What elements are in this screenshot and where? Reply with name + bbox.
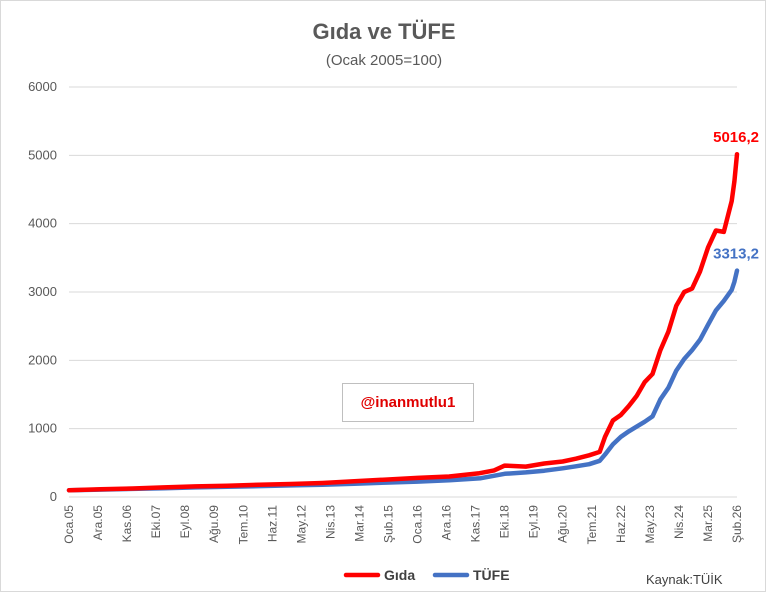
x-tick-label: Oca.05 — [62, 505, 76, 544]
x-tick-label: Ara.05 — [91, 505, 105, 541]
y-tick-label: 5000 — [28, 147, 57, 162]
end-value-label: 5016,2 — [713, 129, 759, 146]
x-tick-label: Ağu.09 — [207, 505, 221, 543]
x-tick-label: May.12 — [294, 505, 308, 544]
x-tick-label: Şub.26 — [730, 505, 744, 543]
y-tick-label: 2000 — [28, 352, 57, 367]
x-tick-label: Şub.15 — [381, 505, 395, 543]
y-tick-label: 6000 — [28, 79, 57, 94]
x-tick-label: Ara.16 — [440, 505, 454, 541]
x-tick-label: Haz.11 — [265, 505, 279, 542]
x-tick-label: Nis.24 — [672, 505, 686, 539]
y-tick-label: 3000 — [28, 284, 57, 299]
x-tick-label: Kas.17 — [469, 505, 483, 543]
x-tick-label: May.23 — [643, 505, 657, 544]
x-tick-label: Oca.16 — [411, 505, 425, 544]
x-tick-label: Mar.25 — [701, 505, 715, 542]
x-tick-label: Tem.10 — [236, 505, 250, 545]
x-tick-label: Eyl.19 — [527, 505, 541, 539]
chart-title: Gıda ve TÜFE — [312, 19, 455, 44]
x-tick-label: Eki.07 — [149, 505, 163, 539]
legend: Gıda TÜFE — [343, 567, 510, 583]
watermark-handle: @inanmutlu1 — [360, 394, 456, 411]
y-axis-ticks: 0 1000 2000 3000 4000 5000 6000 — [28, 79, 57, 504]
end-value-label: 3313,2 — [713, 246, 759, 263]
series-lines — [66, 151, 740, 493]
x-tick-label: Kas.06 — [120, 505, 134, 543]
y-tick-label: 4000 — [28, 216, 57, 231]
y-tick-label: 0 — [50, 489, 57, 504]
chart-subtitle: (Ocak 2005=100) — [326, 52, 442, 69]
y-tick-label: 1000 — [28, 421, 57, 436]
legend-tufe-label: TÜFE — [473, 567, 510, 583]
series-line-gida — [66, 151, 740, 493]
source-note: Kaynak:TÜİK — [646, 572, 723, 587]
x-tick-label: Tem.21 — [585, 505, 599, 545]
x-tick-label: Eki.18 — [498, 505, 512, 539]
legend-gida-label: Gıda — [384, 567, 415, 583]
x-tick-label: Nis.13 — [323, 505, 337, 539]
x-tick-label: Ağu.20 — [556, 505, 570, 543]
x-tick-label: Haz.22 — [614, 505, 628, 543]
x-tick-label: Mar.14 — [352, 505, 366, 542]
x-tick-label: Eyl.08 — [178, 505, 192, 539]
series-line-tufe — [66, 268, 740, 493]
end-labels: 5016,2 3313,2 — [713, 129, 759, 262]
x-axis-ticks: Oca.05 Ara.05 Kas.06 Eki.07 Eyl.08 Ağu.09 Tem.… — [62, 505, 744, 545]
gridlines — [69, 86, 737, 498]
watermark-box: @inanmutlu1 — [342, 383, 474, 422]
